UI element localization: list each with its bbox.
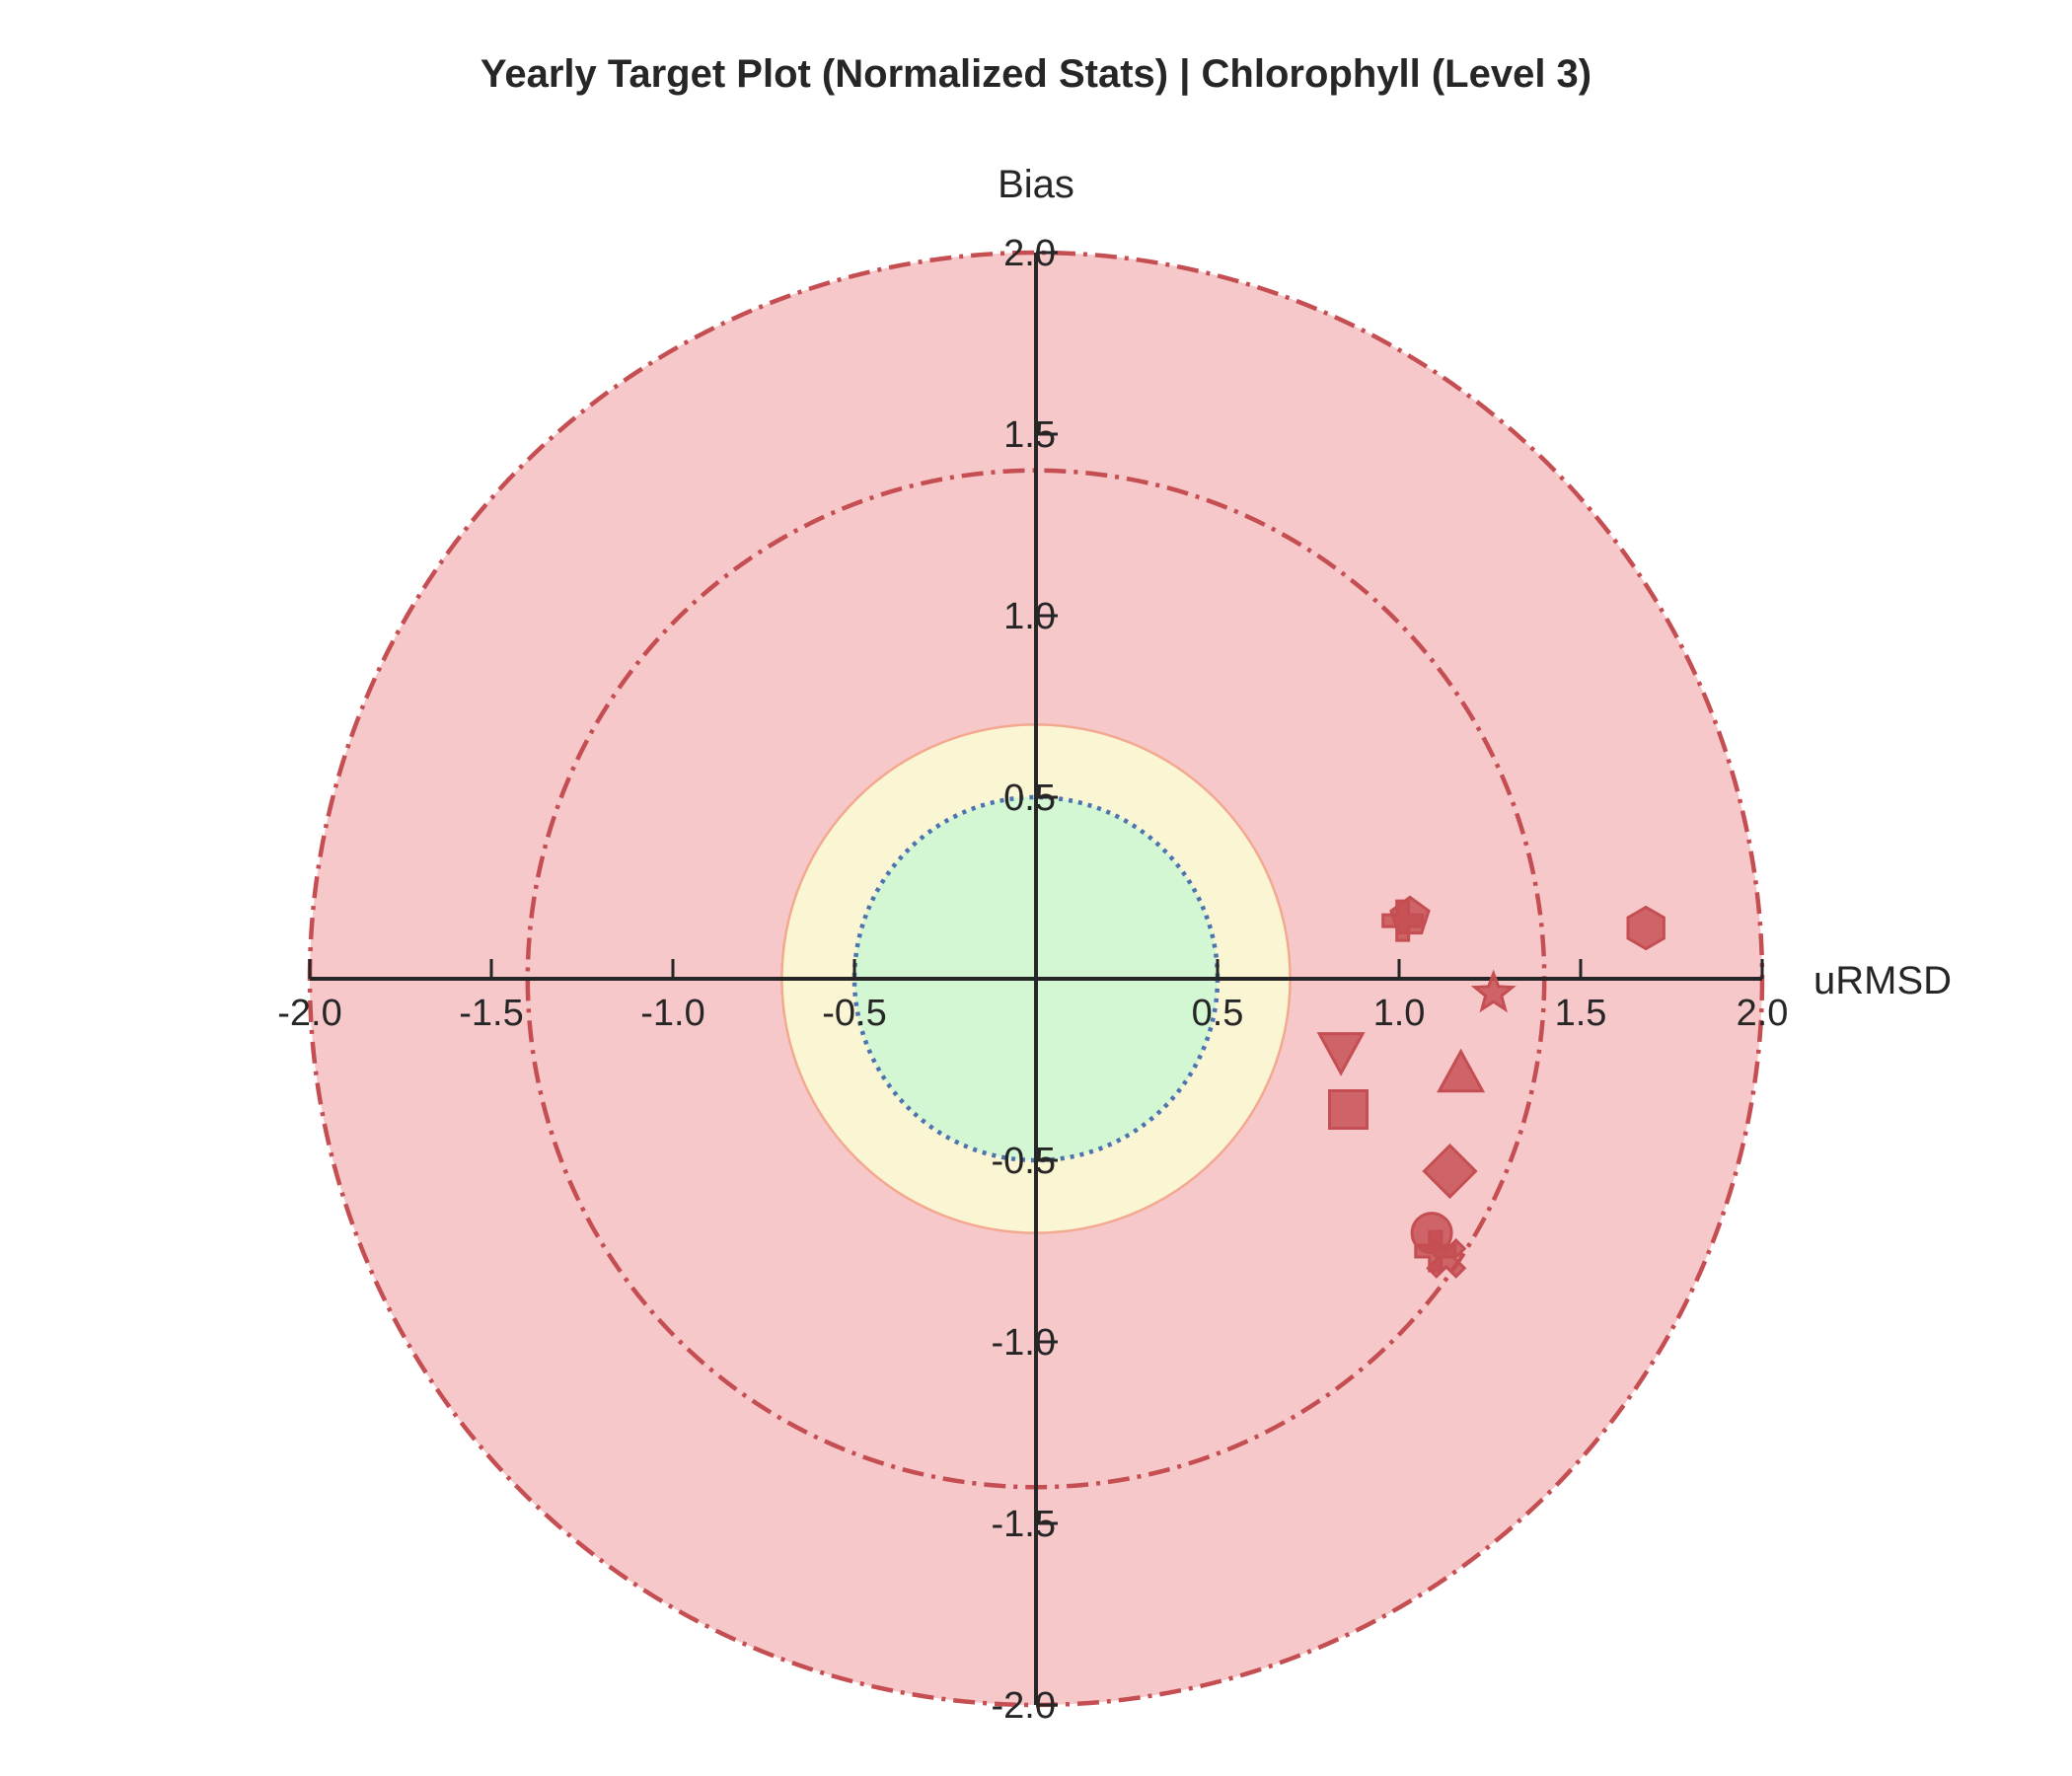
y-tick-label: -1.0 — [992, 1322, 1056, 1364]
y-tick-label: 0.5 — [1003, 777, 1056, 819]
x-tick-label: 0.5 — [1192, 993, 1244, 1034]
marker-star — [1470, 969, 1517, 1013]
marker-square — [1328, 1089, 1369, 1130]
x-tick-label: 2.0 — [1737, 993, 1789, 1034]
y-tick-label: -1.5 — [992, 1504, 1056, 1545]
chart-title: Yearly Target Plot (Normalized Stats) | … — [481, 52, 1591, 96]
x-tick-label: 1.0 — [1373, 993, 1426, 1034]
y-tick-label: -2.0 — [992, 1685, 1056, 1727]
marker-x-filled — [1426, 1237, 1467, 1279]
data-points — [1316, 895, 1665, 1279]
y-tick-label: 1.5 — [1003, 414, 1056, 456]
marker-triangle-up — [1437, 1048, 1486, 1093]
marker-diamond — [1422, 1143, 1478, 1200]
tick-marks: -2.0 -1.5 -1.0 -0.5 0.5 1.0 1.5 2.0 2.0 1.5 1.0 0.5… — [277, 233, 1788, 1727]
x-tick-label: -0.5 — [822, 993, 886, 1034]
marker-pentagon — [1389, 895, 1431, 935]
y-tick-label: 1.0 — [1003, 596, 1056, 637]
x-tick-label: 1.5 — [1555, 993, 1607, 1034]
marker-hexagon — [1626, 905, 1665, 951]
axes — [310, 253, 1762, 1705]
y-tick-label: 2.0 — [1003, 233, 1056, 274]
x-tick-label: -1.5 — [459, 993, 523, 1034]
x-tick-label: -1.0 — [640, 993, 704, 1034]
x-axis-label: uRMSD — [1813, 959, 1952, 1002]
marker-triangle-down — [1316, 1032, 1366, 1076]
y-tick-label: -0.5 — [992, 1141, 1056, 1182]
y-axis-label: Bias — [998, 163, 1074, 206]
x-tick-label: -2.0 — [277, 993, 341, 1034]
